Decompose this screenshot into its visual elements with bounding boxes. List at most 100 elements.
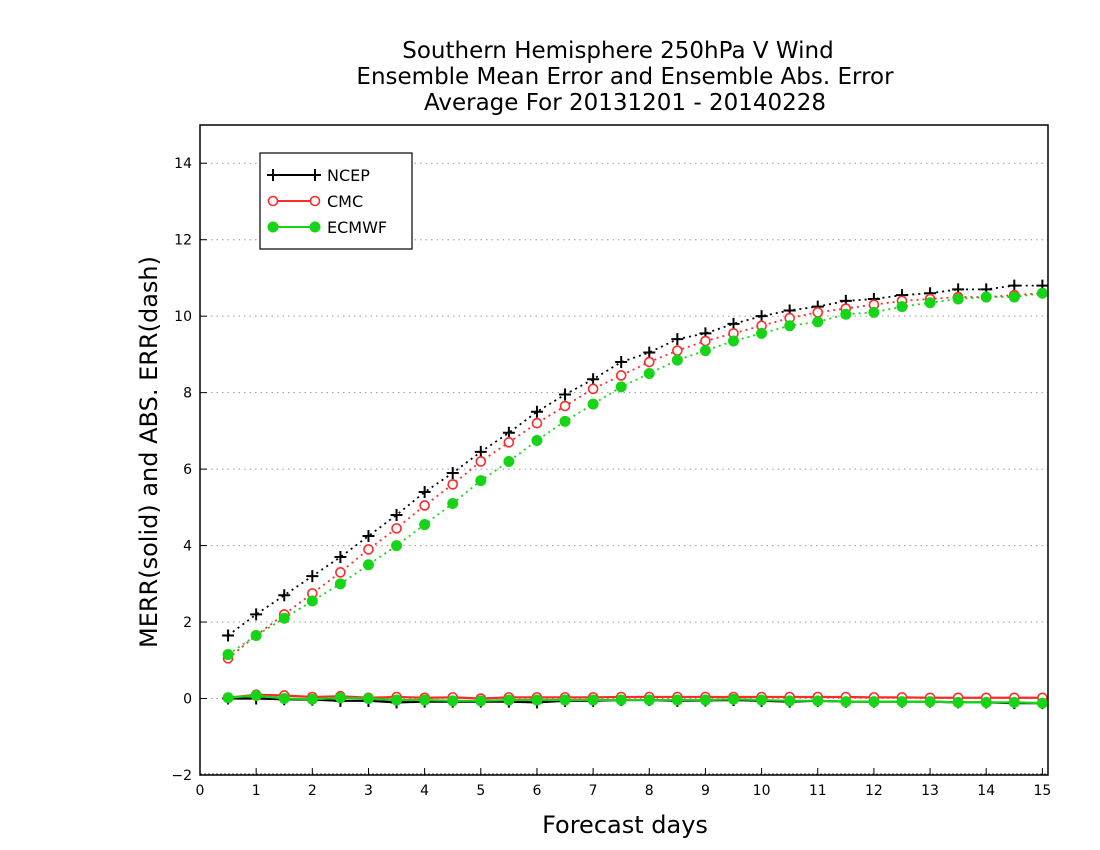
cmc-abs-error-point <box>587 383 599 395</box>
ecmwf-abs-error-point <box>980 291 992 303</box>
ncep-abs-error-point <box>418 486 431 499</box>
ncep-abs-error-point <box>643 346 656 359</box>
cmc-abs-error-point <box>475 456 487 467</box>
y-tick-label: 2 <box>183 615 192 631</box>
ncep-abs-error-point <box>587 373 600 386</box>
ecmwf-abs-error-point <box>756 327 768 339</box>
y-axis-label: MERR(solid) and ABS. ERR(dash) <box>135 256 163 648</box>
cmc-abs-error-point <box>503 437 515 448</box>
cmc-abs-error-point <box>335 567 346 578</box>
x-tick-label: 1 <box>252 783 261 799</box>
ecmwf-mean-error-point <box>1008 696 1020 708</box>
ecmwf-abs-error-point <box>784 320 796 332</box>
ncep-abs-error-point <box>222 629 235 642</box>
ecmwf-abs-error-point <box>334 578 346 590</box>
legend-marker-ncep <box>309 169 321 181</box>
x-tick-label: 9 <box>701 783 710 799</box>
x-tick-label: 8 <box>645 783 654 799</box>
ecmwf-mean-error-point <box>503 694 515 706</box>
ecmwf-mean-error-point <box>334 692 346 704</box>
x-tick-label: 10 <box>753 783 771 799</box>
ncep-abs-error-point <box>559 388 572 401</box>
legend-marker-ecmwf <box>267 221 279 233</box>
ecmwf-mean-error-point <box>643 694 655 706</box>
ecmwf-abs-error-point <box>222 649 234 661</box>
ecmwf-mean-error-point <box>447 695 459 707</box>
ncep-abs-error-line <box>227 284 1043 637</box>
legend-label-ncep: NCEP <box>327 166 370 185</box>
ncep-abs-error-point <box>278 589 291 602</box>
ecmwf-abs-error-point <box>952 293 964 305</box>
ncep-abs-error-point <box>755 310 768 323</box>
ncep-abs-error-point <box>250 608 263 621</box>
ecmwf-abs-error-point <box>615 381 627 393</box>
ecmwf-abs-error-point <box>447 498 459 510</box>
ecmwf-mean-error-point <box>699 694 711 706</box>
ecmwf-abs-error-point <box>362 559 374 571</box>
ncep-abs-error-point <box>474 445 487 458</box>
legend-marker-cmc <box>309 195 321 207</box>
title-line-1: Southern Hemisphere 250hPa V Wind <box>402 38 833 64</box>
x-tick-label: 3 <box>364 783 373 799</box>
cmc-abs-error-point <box>531 417 543 429</box>
cmc-abs-error-point <box>700 335 711 347</box>
y-tick-label: 10 <box>174 309 192 325</box>
ecmwf-mean-error-point <box>419 694 431 706</box>
cmc-abs-error-point <box>643 356 655 368</box>
ecmwf-mean-error-point <box>980 696 992 708</box>
ecmwf-mean-error-point <box>868 696 880 708</box>
ecmwf-mean-error-point <box>559 694 571 706</box>
y-tick-label: −2 <box>171 768 192 784</box>
ecmwf-mean-error-point <box>587 694 599 706</box>
plot-series <box>222 279 1049 710</box>
ecmwf-mean-error-point <box>475 695 487 707</box>
ecmwf-abs-error-point <box>699 345 711 357</box>
ecmwf-mean-error-point <box>952 696 964 708</box>
ecmwf-mean-error-point <box>362 693 374 705</box>
cmc-abs-error-point <box>363 544 374 555</box>
ecmwf-abs-error-point <box>1036 287 1048 299</box>
cmc-abs-error-point <box>559 400 571 412</box>
x-tick-label: 14 <box>977 783 995 799</box>
legend-label-cmc: CMC <box>327 192 363 211</box>
cmc-abs-error-point <box>615 370 627 381</box>
ecmwf-abs-error-point <box>840 308 852 320</box>
x-tick-label: 2 <box>308 783 317 799</box>
ecmwf-mean-error-point <box>671 694 683 706</box>
ecmwf-mean-error-point <box>250 689 262 701</box>
ecmwf-mean-error-point <box>222 692 234 704</box>
cmc-abs-error-point <box>812 307 824 318</box>
x-tick-label: 0 <box>196 783 205 799</box>
ecmwf-abs-error-point <box>503 455 515 467</box>
ecmwf-abs-error-point <box>671 354 683 366</box>
x-tick-label: 12 <box>865 783 883 799</box>
title-line-3: Average For 20131201 - 20140228 <box>424 90 826 116</box>
plot-frame <box>199 124 1049 776</box>
ecmwf-abs-error-point <box>728 335 740 347</box>
ecmwf-mean-error-point <box>896 696 908 708</box>
ecmwf-abs-error-point <box>587 398 599 410</box>
title-line-2: Ensemble Mean Error and Ensemble Abs. Er… <box>356 64 894 90</box>
ncep-abs-error-point <box>390 509 403 521</box>
legend-marker-ncep <box>267 169 279 181</box>
ecmwf-abs-error-line <box>227 292 1043 656</box>
ecmwf-abs-error-point <box>306 595 318 607</box>
y-tick-label: 14 <box>174 156 192 172</box>
cmc-abs-error-point <box>419 500 430 511</box>
ncep-abs-error-point <box>446 466 459 479</box>
ecmwf-mean-error-point <box>756 694 768 706</box>
ncep-abs-error-point <box>727 317 740 330</box>
x-tick-label: 15 <box>1033 783 1051 799</box>
ecmwf-mean-error-point <box>531 694 543 706</box>
legend-label-ecmwf: ECMWF <box>327 218 387 237</box>
ncep-abs-error-point <box>615 356 628 369</box>
x-tick-label: 13 <box>921 783 939 799</box>
ecmwf-abs-error-point <box>1008 291 1020 303</box>
ecmwf-abs-error-point <box>531 434 543 446</box>
x-tick-label: 6 <box>532 783 541 799</box>
ecmwf-mean-error-point <box>391 694 403 706</box>
x-axis-label: Forecast days <box>542 811 708 839</box>
ecmwf-mean-error-point <box>840 696 852 708</box>
x-tick-label: 11 <box>809 783 827 799</box>
y-tick-label: 4 <box>183 539 192 555</box>
